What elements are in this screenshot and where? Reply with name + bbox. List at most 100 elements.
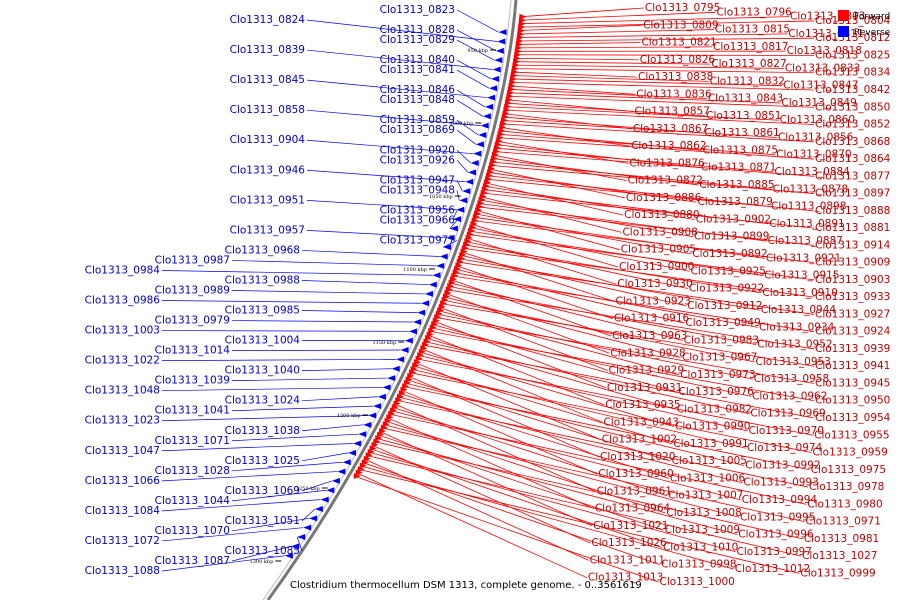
forward-gene-label[interactable]: Clo1313_0928 (610, 347, 685, 359)
forward-gene-label[interactable]: Clo1313_0836 (636, 88, 712, 100)
reverse-gene-label[interactable]: Clo1313_0824 (230, 14, 306, 26)
reverse-gene-label[interactable]: Clo1313_1047 (85, 445, 160, 457)
forward-gene-label[interactable]: Clo1313_0923 (616, 295, 691, 307)
forward-gene-label[interactable]: Clo1313_0850 (815, 101, 890, 113)
forward-gene-label[interactable]: Clo1313_0980 (807, 498, 882, 510)
forward-gene-label[interactable]: Clo1313_0931 (607, 382, 682, 394)
forward-gene-label[interactable]: Clo1313_0826 (640, 54, 716, 66)
reverse-gene-label[interactable]: Clo1313_0956 (380, 204, 456, 216)
reverse-gene-label[interactable]: Clo1313_0859 (380, 114, 455, 126)
forward-gene-label[interactable]: Clo1313_0990 (675, 421, 750, 433)
forward-gene-label[interactable]: Clo1313_0973 (680, 369, 755, 381)
forward-gene-label[interactable]: Clo1313_0804 (815, 15, 891, 27)
forward-gene-label[interactable]: Clo1313_0872 (628, 175, 703, 187)
forward-gene-label[interactable]: Clo1313_0877 (815, 170, 890, 182)
forward-gene-label[interactable]: Clo1313_0915 (764, 270, 839, 282)
forward-gene-label[interactable]: Clo1313_1011 (590, 554, 665, 566)
forward-gene-label[interactable]: Clo1313_0964 (595, 503, 671, 515)
forward-gene-label[interactable]: Clo1313_0910 (762, 287, 837, 299)
forward-gene-label[interactable]: Clo1313_0809 (643, 19, 718, 31)
reverse-gene-label[interactable]: Clo1313_0957 (230, 224, 305, 236)
forward-gene-label[interactable]: Clo1313_0943 (603, 416, 678, 428)
reverse-gene-label[interactable]: Clo1313_0845 (230, 74, 305, 86)
forward-gene-label[interactable]: Clo1313_0880 (624, 209, 699, 221)
forward-gene-label[interactable]: Clo1313_0891 (769, 218, 844, 230)
forward-gene-label[interactable]: Clo1313_1026 (591, 537, 667, 549)
forward-gene-label[interactable]: Clo1313_0955 (814, 429, 889, 441)
forward-gene-label[interactable]: Clo1313_0935 (605, 399, 680, 411)
forward-gene-label[interactable]: Clo1313_0929 (609, 365, 684, 377)
forward-gene-label[interactable]: Clo1313_0930 (617, 278, 692, 290)
forward-gene-label[interactable]: Clo1313_0960 (598, 468, 673, 480)
reverse-gene-label[interactable]: Clo1313_0988 (225, 274, 300, 286)
forward-gene-label[interactable]: Clo1313_0925 (691, 265, 766, 277)
forward-gene-label[interactable]: Clo1313_0949 (685, 317, 760, 329)
forward-gene-label[interactable]: Clo1313_0795 (645, 2, 720, 14)
forward-gene-label[interactable]: Clo1313_0958 (754, 373, 829, 385)
forward-gene-label[interactable]: Clo1313_1002 (602, 434, 677, 446)
reverse-gene-label[interactable]: Clo1313_0920 (380, 144, 455, 156)
reverse-gene-label[interactable]: Clo1313_0839 (230, 44, 305, 56)
forward-gene-label[interactable]: Clo1313_1000 (660, 576, 735, 588)
forward-gene-label[interactable]: Clo1313_0862 (631, 140, 706, 152)
forward-gene-label[interactable]: Clo1313_0997 (737, 546, 812, 558)
forward-gene-label[interactable]: Clo1313_0952 (757, 339, 832, 351)
reverse-gene-label[interactable]: Clo1313_1023 (85, 415, 160, 427)
forward-gene-label[interactable]: Clo1313_0898 (771, 201, 846, 213)
forward-gene-label[interactable]: Clo1313_0976 (678, 386, 754, 398)
forward-gene-label[interactable]: Clo1313_0878 (773, 183, 848, 195)
forward-gene-label[interactable]: Clo1313_0821 (641, 37, 716, 49)
forward-gene-label[interactable]: Clo1313_0981 (804, 533, 879, 545)
forward-gene-label[interactable]: Clo1313_0950 (815, 395, 890, 407)
forward-gene-label[interactable]: Clo1313_1005 (672, 455, 747, 467)
forward-gene-label[interactable]: Clo1313_0969 (750, 408, 825, 420)
forward-gene-label[interactable]: Clo1313_0885 (699, 179, 774, 191)
reverse-gene-label[interactable]: Clo1313_1041 (155, 405, 230, 417)
forward-gene-label[interactable]: Clo1313_1007 (668, 490, 743, 502)
forward-gene-label[interactable]: Clo1313_1027 (802, 550, 877, 562)
reverse-gene-label[interactable]: Clo1313_0947 (380, 174, 455, 186)
reverse-gene-label[interactable]: Clo1313_0946 (230, 164, 306, 176)
reverse-gene-label[interactable]: Clo1313_0948 (380, 184, 455, 196)
reverse-gene-label[interactable]: Clo1313_0848 (380, 94, 455, 106)
reverse-gene-label[interactable]: Clo1313_0985 (225, 305, 300, 317)
forward-gene-label[interactable]: Clo1313_0868 (815, 136, 890, 148)
forward-gene-label[interactable]: Clo1313_0961 (597, 485, 672, 497)
forward-gene-label[interactable]: Clo1313_0912 (687, 300, 762, 312)
reverse-gene-label[interactable]: Clo1313_1051 (225, 515, 300, 527)
forward-gene-label[interactable]: Clo1313_0933 (815, 291, 890, 303)
forward-gene-label[interactable]: Clo1313_0983 (684, 334, 759, 346)
reverse-gene-label[interactable]: Clo1313_0904 (230, 134, 306, 146)
forward-gene-label[interactable]: Clo1313_0945 (815, 377, 890, 389)
reverse-gene-label[interactable]: Clo1313_1070 (155, 525, 230, 537)
reverse-gene-label[interactable]: Clo1313_1039 (155, 375, 230, 387)
forward-gene-label[interactable]: Clo1313_0996 (738, 529, 814, 541)
forward-gene-label[interactable]: Clo1313_0992 (745, 459, 820, 471)
forward-gene-label[interactable]: Clo1313_0909 (815, 257, 890, 269)
reverse-gene-label[interactable]: Clo1313_0977 (380, 234, 455, 246)
forward-gene-label[interactable]: Clo1313_1020 (600, 451, 675, 463)
forward-gene-label[interactable]: Clo1313_0827 (711, 58, 786, 70)
reverse-gene-label[interactable]: Clo1313_0968 (225, 244, 300, 256)
forward-gene-label[interactable]: Clo1313_0838 (638, 71, 713, 83)
forward-gene-label[interactable]: Clo1313_1006 (670, 472, 746, 484)
forward-gene-label[interactable]: Clo1313_1013 (588, 572, 663, 584)
reverse-gene-label[interactable]: Clo1313_1088 (85, 565, 160, 577)
forward-gene-label[interactable]: Clo1313_0817 (713, 41, 788, 53)
forward-gene-label[interactable]: Clo1313_1010 (663, 541, 738, 553)
forward-gene-label[interactable]: Clo1313_0842 (815, 84, 890, 96)
forward-gene-label[interactable]: Clo1313_0954 (815, 412, 891, 424)
forward-gene-label[interactable]: Clo1313_0825 (815, 49, 890, 61)
forward-gene-label[interactable]: Clo1313_0939 (815, 343, 890, 355)
reverse-gene-label[interactable]: Clo1313_1084 (85, 505, 161, 517)
reverse-gene-label[interactable]: Clo1313_0966 (380, 214, 456, 226)
forward-gene-label[interactable]: Clo1313_0860 (780, 114, 855, 126)
reverse-gene-label[interactable]: Clo1313_1024 (225, 395, 301, 407)
forward-gene-label[interactable]: Clo1313_0941 (815, 360, 890, 372)
forward-gene-label[interactable]: Clo1313_0867 (633, 123, 708, 135)
forward-gene-label[interactable]: Clo1313_1012 (735, 563, 810, 575)
forward-gene-label[interactable]: Clo1313_0991 (673, 438, 748, 450)
forward-gene-label[interactable]: Clo1313_0908 (622, 226, 697, 238)
reverse-gene-label[interactable]: Clo1313_0869 (380, 124, 455, 136)
forward-gene-label[interactable]: Clo1313_0818 (787, 45, 862, 57)
